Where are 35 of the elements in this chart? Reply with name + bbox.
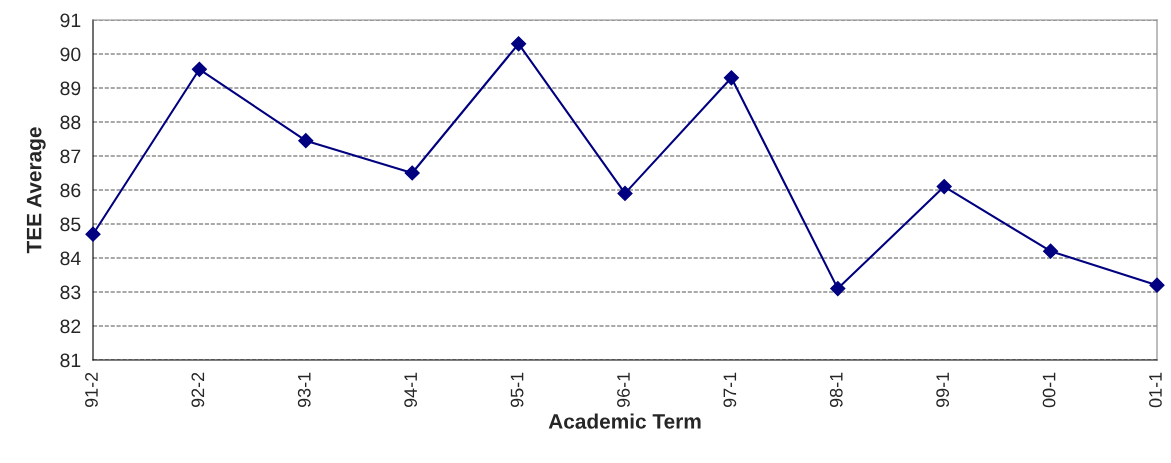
y-tick-label: 84 — [60, 251, 81, 266]
y-tick-label: 89 — [60, 81, 81, 96]
point — [1043, 243, 1059, 259]
x-tick-label: 98-1 — [829, 372, 843, 408]
x-tick-label: 96-1 — [617, 372, 630, 408]
y-axis-title: TEE Average — [26, 127, 46, 254]
point — [404, 165, 420, 181]
point — [85, 226, 101, 242]
point — [1149, 277, 1165, 293]
point — [511, 36, 527, 52]
point — [298, 133, 314, 149]
y-tick-label: 83 — [60, 285, 81, 300]
x-tick-label: 97-1 — [723, 372, 737, 408]
x-tick-label: 95-1 — [510, 372, 524, 408]
x-tick-label: 93-1 — [297, 372, 311, 408]
x-tick-label: 92-2 — [191, 372, 205, 408]
x-tick-label: 00-1 — [1042, 372, 1056, 408]
point — [723, 70, 739, 86]
y-tick-label: 90 — [60, 47, 81, 62]
y-tick-label: 81 — [60, 353, 81, 368]
y-tick-label: 88 — [60, 115, 81, 130]
point — [617, 185, 633, 201]
y-tick-label: 82 — [60, 319, 81, 334]
point — [830, 281, 846, 297]
x-tick-label: 94-1 — [404, 372, 418, 408]
y-tick-label: 86 — [60, 183, 81, 198]
y-tick-label: 91 — [60, 13, 81, 28]
point — [936, 179, 952, 195]
point — [191, 61, 207, 77]
x-tick-label: 01-1 — [1149, 372, 1162, 408]
x-tick-label: 91-2 — [85, 372, 98, 408]
y-tick-label: 85 — [60, 217, 81, 232]
x-axis-title: Academic Term — [548, 413, 701, 429]
x-tick-label: 99-1 — [936, 372, 950, 408]
y-tick-label: 87 — [60, 149, 81, 164]
